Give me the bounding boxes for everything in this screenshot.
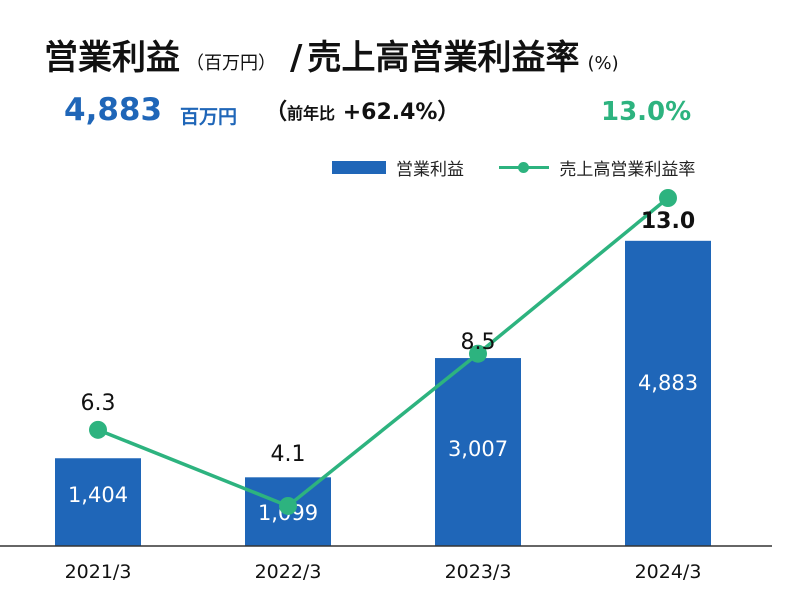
title-operating-profit: 営業利益 bbox=[44, 38, 180, 78]
margin-value-label: 4.1 bbox=[271, 442, 306, 467]
x-tick-label: 2024/3 bbox=[635, 561, 702, 583]
margin-value-label: 8.5 bbox=[461, 330, 496, 355]
chart-legend: 営業利益 売上高営業利益率 bbox=[332, 155, 725, 180]
margin-point-2022-3 bbox=[279, 496, 297, 515]
margin-value-label: 13.0 bbox=[641, 209, 695, 234]
bar-2024-3 bbox=[625, 240, 711, 546]
margin-point-2021-3 bbox=[89, 420, 107, 439]
kpi-yoy-label: 前年比 bbox=[287, 104, 336, 123]
bar-2023-3 bbox=[435, 358, 521, 546]
bar-value-label: 3,007 bbox=[448, 437, 508, 461]
margin-value-label: 6.3 bbox=[81, 391, 116, 416]
kpi-yoy: （前年比 +62.4%） bbox=[265, 94, 459, 126]
bar-value-label: 4,883 bbox=[638, 371, 698, 395]
legend-item-bar: 営業利益 bbox=[332, 155, 464, 180]
title-separator: / bbox=[290, 38, 303, 78]
x-tick-label: 2022/3 bbox=[255, 561, 322, 583]
margin-series-line bbox=[97, 196, 670, 508]
title-operating-profit-unit: （百万円） bbox=[186, 53, 276, 74]
legend-item-line: 売上高営業利益率 bbox=[499, 155, 695, 180]
bar-value-label: 1,404 bbox=[68, 483, 128, 507]
kpi-yoy-open: （ bbox=[265, 100, 288, 125]
x-tick-label: 2023/3 bbox=[445, 561, 512, 583]
kpi-operating-profit-value: 4,883 bbox=[64, 92, 163, 128]
title-operating-margin-unit: (%) bbox=[587, 53, 619, 74]
legend-bar-swatch bbox=[332, 161, 386, 174]
chart-title: 営業利益 （百万円） / 売上高営業利益率 (%) bbox=[44, 30, 619, 79]
bar-2021-3 bbox=[55, 458, 141, 546]
kpi-operating-margin-value: 13.0% bbox=[601, 97, 692, 127]
kpi-operating-profit-unit: 百万円 bbox=[180, 106, 238, 128]
margin-point-2023-3 bbox=[469, 344, 487, 363]
legend-line-swatch bbox=[499, 161, 550, 174]
legend-line-label: 売上高営業利益率 bbox=[559, 160, 696, 180]
x-tick-label: 2021/3 bbox=[65, 561, 132, 583]
title-operating-margin: 売上高営業利益率 bbox=[307, 38, 580, 78]
margin-point-2024-3 bbox=[659, 189, 677, 207]
kpi-yoy-value: +62.4% bbox=[342, 100, 438, 125]
legend-bar-label: 営業利益 bbox=[396, 160, 464, 180]
kpi-yoy-close: ） bbox=[437, 100, 460, 125]
